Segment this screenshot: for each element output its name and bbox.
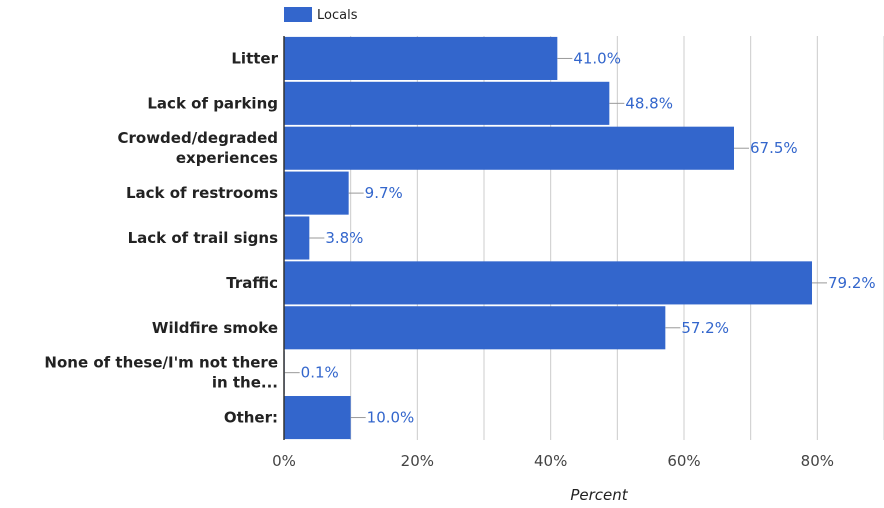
x-axis-ticks: 0% 20% 40% 60% 80% bbox=[272, 452, 834, 470]
category-label: Crowded/degraded bbox=[117, 129, 278, 147]
category-label: in the... bbox=[212, 374, 278, 392]
data-label: 41.0% bbox=[573, 49, 621, 67]
x-tick-label: 60% bbox=[667, 452, 700, 470]
data-label: 57.2% bbox=[681, 319, 729, 337]
x-axis-title: Percent bbox=[570, 486, 628, 504]
category-label: Litter bbox=[231, 49, 278, 67]
bar bbox=[284, 171, 349, 215]
category-label: Wildfire smoke bbox=[152, 319, 278, 337]
category-label: Lack of parking bbox=[147, 94, 278, 112]
category-label: Traffic bbox=[226, 274, 278, 292]
bars bbox=[284, 36, 812, 440]
bar bbox=[284, 261, 812, 305]
x-tick-label: 0% bbox=[272, 452, 296, 470]
data-label: 3.8% bbox=[325, 229, 363, 247]
data-labels: 41.0% 48.8% 67.5% 9.7% 3.8% 79.2% 57.2% 0.1% 10.… bbox=[284, 49, 876, 427]
category-label: experiences bbox=[176, 149, 278, 167]
data-label: 67.5% bbox=[750, 139, 798, 157]
data-label: 48.8% bbox=[625, 94, 673, 112]
category-label: Other: bbox=[224, 409, 278, 427]
x-tick-label: 40% bbox=[534, 452, 567, 470]
bar bbox=[284, 81, 610, 125]
category-labels: Litter Lack of parking Crowded/degraded exp… bbox=[44, 49, 278, 426]
category-label: Lack of restrooms bbox=[126, 184, 278, 202]
bar bbox=[284, 396, 351, 440]
data-label: 0.1% bbox=[301, 364, 339, 382]
data-label: 9.7% bbox=[365, 184, 403, 202]
bar bbox=[284, 216, 310, 260]
bar bbox=[284, 36, 558, 80]
legend: Locals bbox=[284, 7, 358, 23]
bar bbox=[284, 126, 734, 170]
legend-swatch bbox=[284, 7, 312, 22]
data-label: 79.2% bbox=[828, 274, 876, 292]
data-label: 10.0% bbox=[367, 409, 415, 427]
legend-label: Locals bbox=[317, 8, 358, 23]
category-label: None of these/I'm not there bbox=[44, 354, 278, 372]
category-label: Lack of trail signs bbox=[128, 229, 279, 247]
x-tick-label: 80% bbox=[801, 452, 834, 470]
x-tick-label: 20% bbox=[401, 452, 434, 470]
bar bbox=[284, 306, 666, 350]
